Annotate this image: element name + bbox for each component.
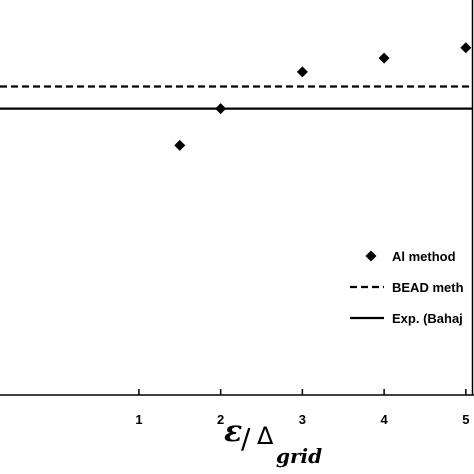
al-method-point bbox=[378, 52, 390, 64]
legend: Al method BEAD meth Exp. (Bahaj bbox=[350, 249, 464, 326]
al-method-point bbox=[460, 42, 472, 54]
al-method-point bbox=[215, 103, 227, 115]
legend-entry-bead-method: BEAD meth bbox=[350, 280, 464, 295]
legend-label: BEAD meth bbox=[392, 280, 464, 295]
x-label-epsilon: ε bbox=[224, 414, 242, 449]
x-tick-label: 5 bbox=[462, 412, 469, 427]
data-markers bbox=[174, 42, 472, 151]
legend-entry-al-method: Al method bbox=[365, 249, 456, 264]
x-tick-label: 4 bbox=[380, 412, 388, 427]
x-tick-label: 2 bbox=[217, 412, 224, 427]
x-label-slash: / bbox=[241, 422, 251, 455]
legend-marker-diamond bbox=[365, 250, 377, 262]
legend-label: Exp. (Bahaj bbox=[392, 311, 463, 326]
x-axis-label: ε / Δ grid bbox=[224, 414, 322, 468]
x-tick-label: 1 bbox=[135, 412, 142, 427]
axes-frame bbox=[0, 0, 474, 396]
al-method-point bbox=[174, 139, 186, 151]
legend-entry-experiment: Exp. (Bahaj bbox=[350, 311, 463, 326]
x-tick-label: 3 bbox=[299, 412, 306, 427]
x-label-delta: Δ bbox=[257, 422, 274, 450]
x-label-subscript: grid bbox=[276, 444, 322, 468]
legend-label: Al method bbox=[392, 249, 456, 264]
reference-lines bbox=[0, 85, 472, 110]
x-ticks: 1 2 3 4 5 bbox=[135, 389, 469, 427]
al-method-point bbox=[296, 66, 308, 78]
